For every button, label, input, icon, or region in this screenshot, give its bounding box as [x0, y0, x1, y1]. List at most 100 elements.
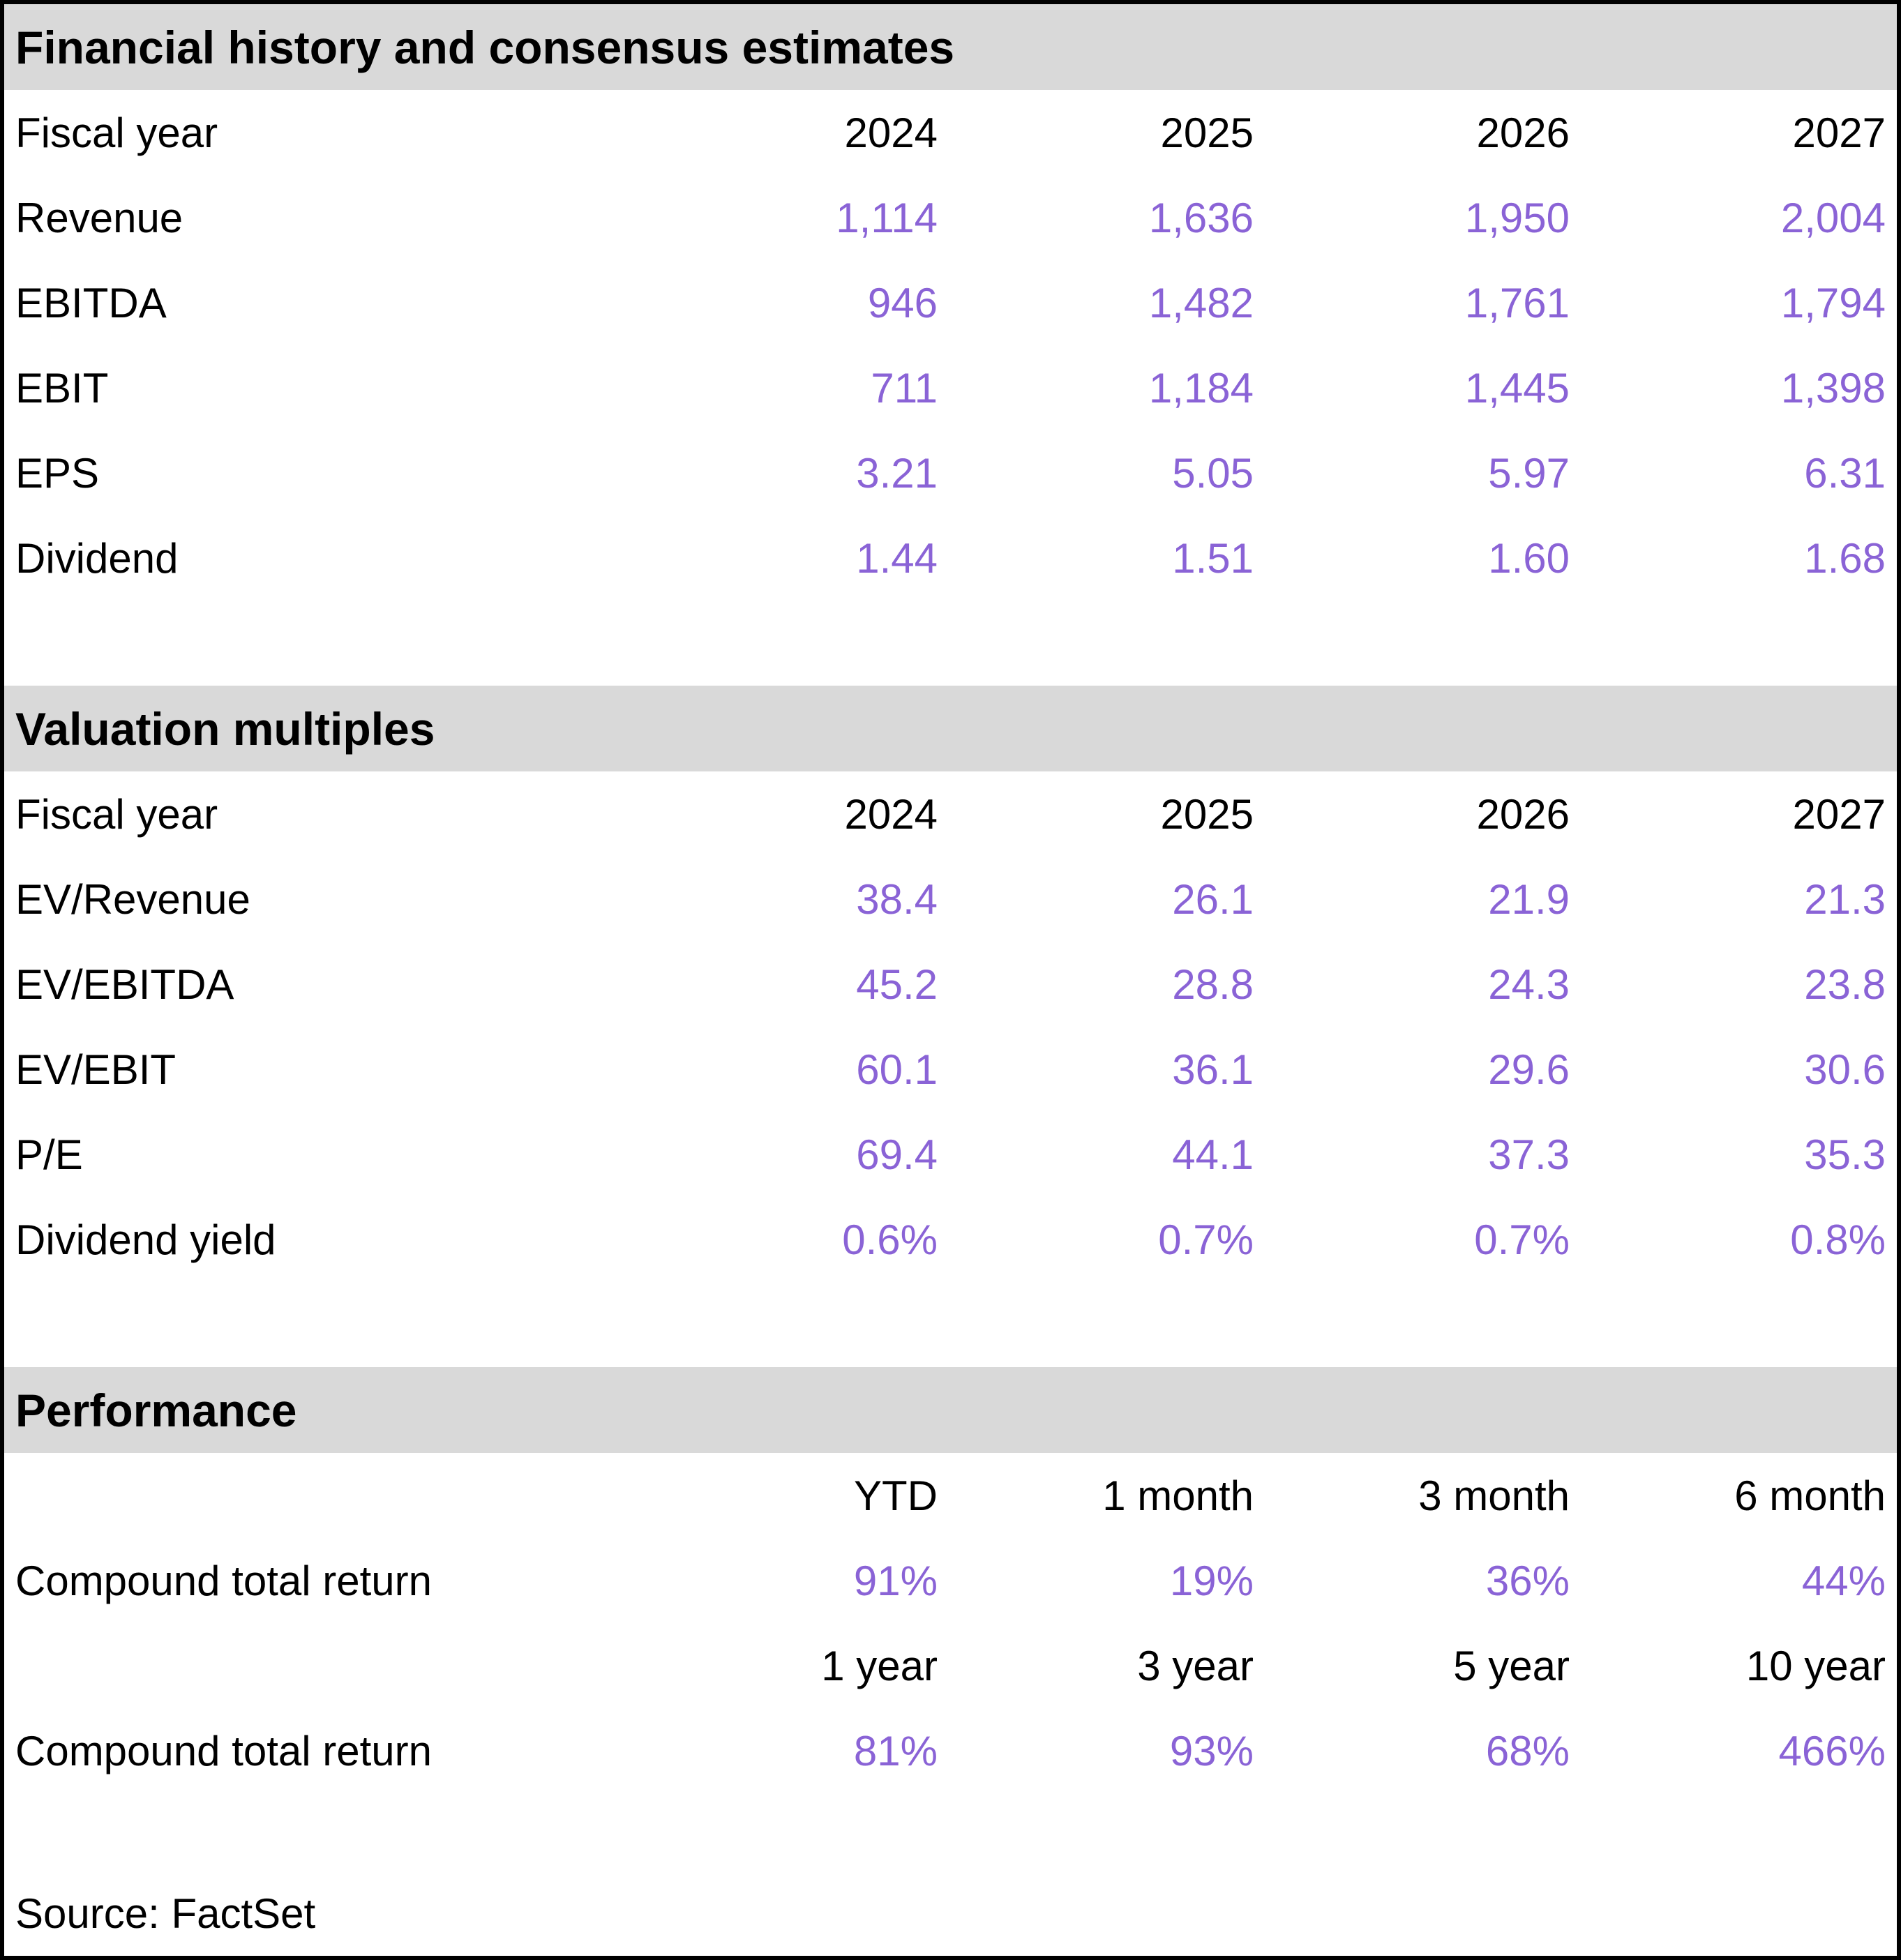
table-row: Dividend 1.44 1.51 1.60 1.68 [4, 515, 1897, 601]
year-header: 2027 [1792, 790, 1886, 838]
value-cell: 0.7% [1158, 1216, 1254, 1263]
period-header: YTD [854, 1472, 938, 1519]
period-header: 5 year [1453, 1642, 1570, 1689]
value-cell: 21.9 [1488, 875, 1570, 923]
row-label: EV/EBIT [15, 1046, 176, 1093]
value-cell: 60.1 [856, 1046, 938, 1093]
value-cell: 1.68 [1804, 534, 1886, 582]
section-header-valuation-multiples: Valuation multiples [4, 686, 1897, 771]
year-header: 2027 [1792, 109, 1886, 156]
value-cell: 45.2 [856, 960, 938, 1008]
section-title: Valuation multiples [15, 702, 435, 755]
year-header: 2025 [1160, 790, 1254, 838]
row-label: EV/Revenue [15, 875, 250, 923]
year-header: 2026 [1476, 790, 1570, 838]
value-cell: 1,398 [1780, 364, 1886, 412]
value-cell: 28.8 [1172, 960, 1254, 1008]
value-cell: 23.8 [1804, 960, 1886, 1008]
value-cell: 5.05 [1172, 449, 1254, 497]
table-row: Compound total return 91% 19% 36% 44% [4, 1538, 1897, 1623]
period-header: 3 year [1137, 1642, 1254, 1689]
row-label: Dividend [15, 534, 179, 582]
row-label: Compound total return [15, 1727, 433, 1774]
value-cell: 44% [1801, 1557, 1886, 1604]
value-cell: 35.3 [1804, 1131, 1886, 1178]
section-spacer [4, 1282, 1897, 1367]
value-cell: 24.3 [1488, 960, 1570, 1008]
value-cell: 36.1 [1172, 1046, 1254, 1093]
value-cell: 0.7% [1474, 1216, 1570, 1263]
fiscal-year-label: Fiscal year [15, 109, 218, 156]
value-cell: 38.4 [856, 875, 938, 923]
value-cell: 1,761 [1464, 279, 1570, 326]
value-cell: 36% [1485, 1557, 1570, 1604]
table-row: Compound total return 81% 93% 68% 466% [4, 1708, 1897, 1793]
row-label: P/E [15, 1131, 83, 1178]
table-row: Dividend yield 0.6% 0.7% 0.7% 0.8% [4, 1197, 1897, 1282]
period-header: 1 month [1102, 1472, 1254, 1519]
table-row: EBIT 711 1,184 1,445 1,398 [4, 345, 1897, 430]
value-cell: 1,482 [1148, 279, 1254, 326]
period-header: 3 month [1418, 1472, 1570, 1519]
period-header: 10 year [1745, 1642, 1886, 1689]
value-cell: 37.3 [1488, 1131, 1570, 1178]
value-cell: 81% [853, 1727, 938, 1774]
value-cell: 946 [867, 279, 938, 326]
value-cell: 69.4 [856, 1131, 938, 1178]
row-label: EPS [15, 449, 100, 497]
value-cell: 26.1 [1172, 875, 1254, 923]
row-label: Compound total return [15, 1557, 433, 1604]
value-cell: 1,445 [1464, 364, 1570, 412]
value-cell: 44.1 [1172, 1131, 1254, 1178]
section-header-performance: Performance [4, 1367, 1897, 1453]
fiscal-year-label: Fiscal year [15, 790, 218, 838]
value-cell: 6.31 [1804, 449, 1886, 497]
table-row: EBITDA 946 1,482 1,761 1,794 [4, 260, 1897, 345]
value-cell: 2,004 [1780, 194, 1886, 241]
row-label: EBITDA [15, 279, 167, 326]
year-header: 2026 [1476, 109, 1570, 156]
section-title: Performance [15, 1384, 297, 1436]
year-header: 2025 [1160, 109, 1254, 156]
value-cell: 93% [1169, 1727, 1254, 1774]
table-row: EV/EBITDA 45.2 28.8 24.3 23.8 [4, 942, 1897, 1027]
table-row: Revenue 1,114 1,636 1,950 2,004 [4, 175, 1897, 260]
source-row: Source: FactSet [4, 1871, 1897, 1956]
value-cell: 0.6% [842, 1216, 938, 1263]
table-row: P/E 69.4 44.1 37.3 35.3 [4, 1112, 1897, 1197]
value-cell: 466% [1778, 1727, 1886, 1774]
row-label: Dividend yield [15, 1216, 276, 1263]
value-cell: 1,184 [1148, 364, 1254, 412]
table-row: EPS 3.21 5.05 5.97 6.31 [4, 430, 1897, 515]
value-cell: 1.60 [1488, 534, 1570, 582]
source-text: Source: FactSet [15, 1890, 316, 1937]
table-row: EV/EBIT 60.1 36.1 29.6 30.6 [4, 1027, 1897, 1112]
value-cell: 5.97 [1488, 449, 1570, 497]
table-row: EV/Revenue 38.4 26.1 21.9 21.3 [4, 857, 1897, 942]
row-label: EBIT [15, 364, 109, 412]
column-header-row: Fiscal year 2024 2025 2026 2027 [4, 90, 1897, 175]
section-spacer [4, 601, 1897, 686]
value-cell: 1,114 [836, 194, 938, 241]
value-cell: 91% [853, 1557, 938, 1604]
value-cell: 1,636 [1148, 194, 1254, 241]
row-label: Revenue [15, 194, 183, 241]
value-cell: 19% [1169, 1557, 1254, 1604]
column-header-row: Fiscal year 2024 2025 2026 2027 [4, 771, 1897, 857]
value-cell: 29.6 [1488, 1046, 1570, 1093]
value-cell: 30.6 [1804, 1046, 1886, 1093]
value-cell: 1.44 [856, 534, 938, 582]
column-header-row: 1 year 3 year 5 year 10 year [4, 1623, 1897, 1708]
section-header-financial-history: Financial history and consensus estimate… [4, 4, 1897, 90]
year-header: 2024 [844, 109, 938, 156]
year-header: 2024 [844, 790, 938, 838]
value-cell: 21.3 [1804, 875, 1886, 923]
period-header: 1 year [821, 1642, 938, 1689]
row-label: EV/EBITDA [15, 960, 234, 1008]
value-cell: 68% [1485, 1727, 1570, 1774]
value-cell: 711 [871, 364, 938, 412]
value-cell: 1,950 [1464, 194, 1570, 241]
value-cell: 1.51 [1172, 534, 1254, 582]
value-cell: 3.21 [856, 449, 938, 497]
